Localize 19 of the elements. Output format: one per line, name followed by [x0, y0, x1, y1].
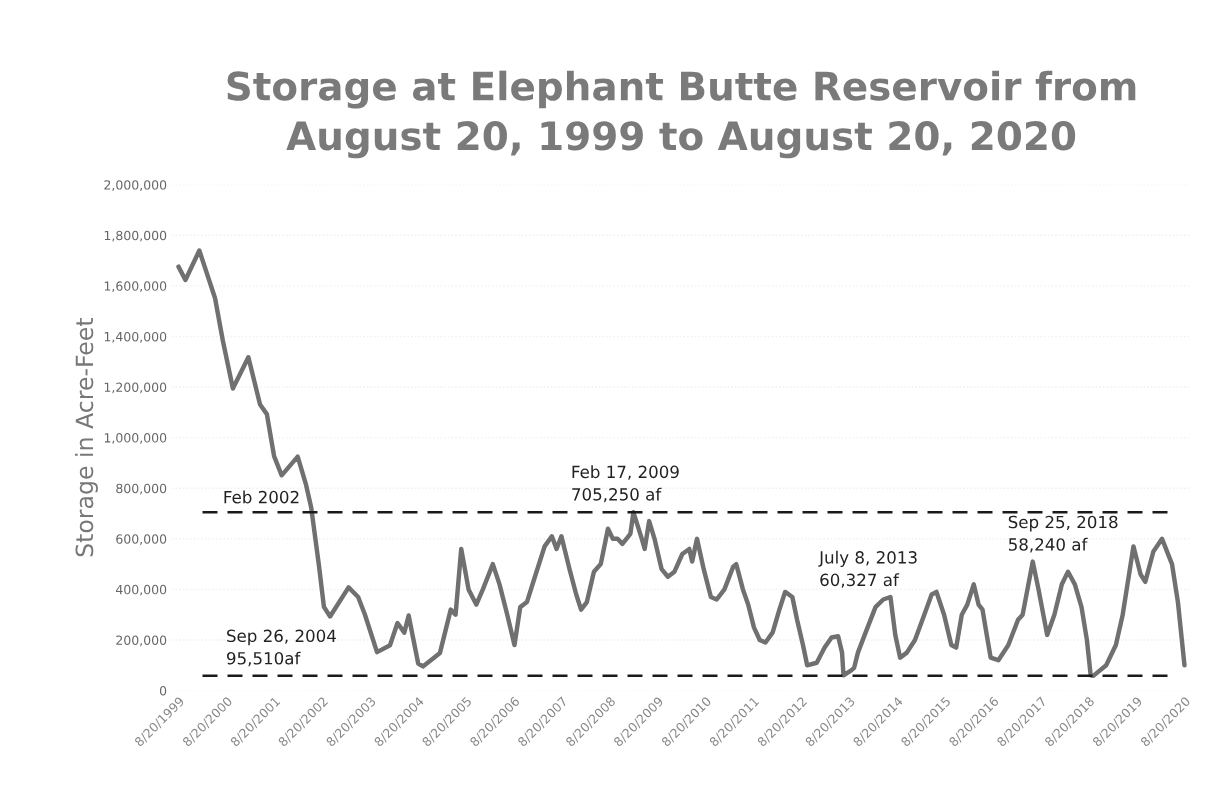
y-tick-label: 200,000	[116, 635, 167, 647]
annotation: Feb 17, 2009 705,250 af	[572, 465, 679, 503]
y-tick-label: 800,000	[116, 483, 167, 495]
y-tick-label: 1,600,000	[104, 281, 167, 293]
annotation: July 8, 2013 60,327 af	[818, 550, 917, 588]
y-tick-label: 1,200,000	[104, 382, 167, 394]
y-tick-label: 0	[159, 686, 167, 696]
y-axis-title: Storage in Acre-Feet	[75, 317, 98, 557]
chart-title: Storage at Elephant Butte Reservoir from August 20, 1999 to August 20, 2020	[227, 70, 1136, 159]
ref-line-label: Feb 2002	[224, 490, 299, 504]
y-tick-label: 400,000	[115, 584, 167, 596]
y-tick-label: 1,800,000	[104, 230, 167, 242]
y-tick-label: 1,000,000	[104, 433, 167, 444]
annotation: Sep 26, 2004 95,510af	[226, 629, 336, 667]
y-tick-label: 2,000,000	[104, 180, 167, 191]
y-tick-label: 1,400,000	[104, 331, 167, 343]
annotation: Sep 25, 2018 58,240 af	[1008, 515, 1118, 553]
line-series	[176, 248, 1187, 679]
y-tick-label: 600,000	[116, 534, 167, 546]
